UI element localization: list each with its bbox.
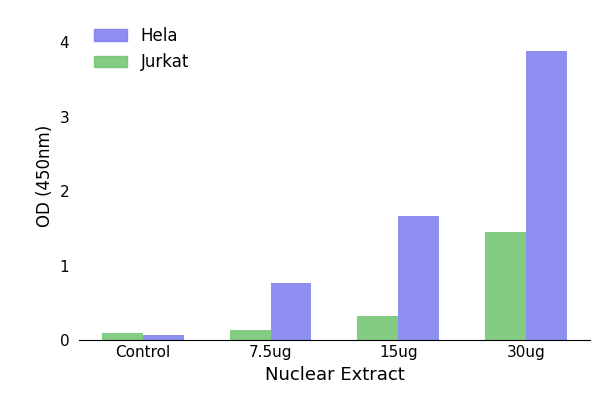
Bar — [230, 330, 271, 340]
Bar — [398, 216, 439, 340]
Legend: Hela, Jurkat: Hela, Jurkat — [88, 21, 196, 78]
Bar — [102, 333, 143, 340]
Y-axis label: OD (450nm): OD (450nm) — [36, 125, 54, 227]
Bar — [526, 51, 567, 340]
Bar — [485, 232, 526, 340]
Bar — [271, 283, 311, 340]
Bar — [143, 335, 184, 340]
Bar — [358, 316, 398, 340]
X-axis label: Nuclear Extract: Nuclear Extract — [264, 366, 404, 384]
